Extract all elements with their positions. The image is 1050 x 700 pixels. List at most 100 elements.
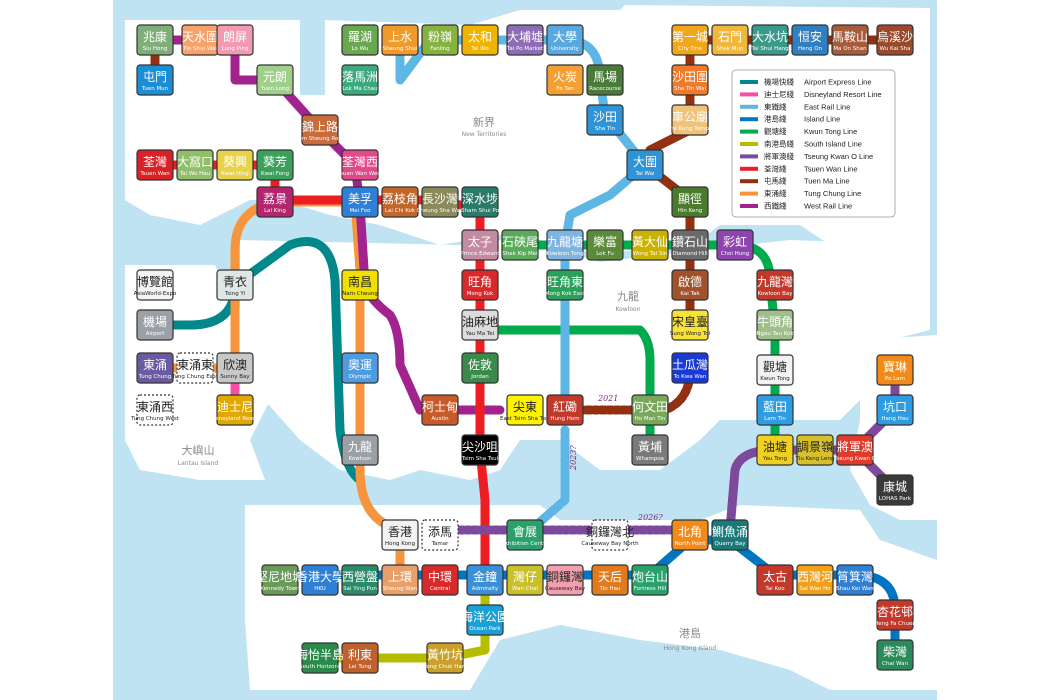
station-tsim-sha-tsui[interactable]: 尖沙咀 Tsim Sha Tsui — [461, 434, 499, 466]
station-kowloon-tong[interactable]: 九龍塘 Kowloon Tong — [546, 229, 584, 261]
station-kai-tak[interactable]: 啟德 Kai Tak — [671, 269, 709, 301]
station-tsuen-wan[interactable]: 荃灣 Tsuen Wan — [136, 149, 174, 181]
station-prince-edward[interactable]: 太子 Prince Edward — [460, 229, 500, 261]
station-central[interactable]: 中環 Central — [421, 564, 459, 596]
station-quarry-bay[interactable]: 鰂魚涌 Quarry Bay — [711, 519, 749, 551]
station-fortress-hill[interactable]: 炮台山 Fortress Hill — [631, 564, 669, 596]
station-south-horizons[interactable]: 海怡半島 South Horizons — [296, 642, 344, 674]
station-tamar[interactable]: 添馬 Tamar — [421, 519, 459, 551]
station-wong-tai-sin[interactable]: 黃大仙 Wong Tai Sin — [631, 229, 669, 261]
station-asiaworld-expo[interactable]: 博覽館 AsiaWorld-Expo — [134, 269, 177, 301]
station-lai-chi-kok[interactable]: 荔枝角 Lai Chi Kok — [381, 186, 419, 218]
station-tuen-mun[interactable]: 屯門 Tuen Mun — [136, 64, 174, 96]
station-chai-wan[interactable]: 柴灣 Chai Wan — [876, 639, 914, 671]
station-tai-wo[interactable]: 太和 Tai Wo — [461, 24, 499, 56]
station-sunny-bay[interactable]: 欣澳 Sunny Bay — [216, 352, 254, 384]
station-kowloon[interactable]: 九龍 Kowloon — [341, 434, 379, 466]
station-tin-shui-wai[interactable]: 天水圍 Tin Shui Wai — [181, 24, 219, 56]
station-university[interactable]: 大學 University — [546, 24, 584, 56]
station-tai-shui-hang[interactable]: 大水坑 Tai Shui Hang — [750, 24, 789, 56]
station-causeway-bay-north[interactable]: 銅鑼灣北 Causeway Bay North — [581, 519, 639, 551]
station-exhibition-centre[interactable]: 會展 Exhibition Centre — [501, 519, 549, 551]
station-diamond-hill[interactable]: 鑽石山 Diamond Hill — [671, 229, 709, 261]
station-to-kwa-wan[interactable]: 土瓜灣 To Kwa Wan — [671, 352, 709, 384]
station-tai-po-market[interactable]: 大埔墟 Tai Po Market — [506, 24, 544, 56]
station-jordan[interactable]: 佐敦 Jordan — [461, 352, 499, 384]
station-tai-wo-hau[interactable]: 大窩口 Tai Wo Hau — [176, 149, 214, 181]
station-cheung-sha-wan[interactable]: 長沙灣 Cheung Sha Wan — [417, 186, 464, 218]
station-sheung-shui[interactable]: 上水 Sheung Shui — [381, 24, 419, 56]
station-lohas-park[interactable]: 康城 LOHAS Park — [876, 474, 914, 506]
station-fanling[interactable]: 粉嶺 Fanling — [421, 24, 459, 56]
station-sheung-wan[interactable]: 上環 Sheung Wan — [381, 564, 419, 596]
station-tin-hau[interactable]: 天后 Tin Hau — [591, 564, 629, 596]
station-hku[interactable]: 香港大學 HKU — [296, 564, 344, 596]
station-mei-foo[interactable]: 美孚 Mei Foo — [341, 186, 379, 218]
station-yuen-long[interactable]: 元朗 Yuen Long — [256, 64, 294, 96]
station-tiu-keng-leng[interactable]: 調景嶺 Tiu Keng Leng — [795, 434, 835, 466]
station-hong-kong[interactable]: 香港 Hong Kong — [381, 519, 419, 551]
station-yau-ma-tei[interactable]: 油麻地 Yau Ma Tei — [461, 309, 499, 341]
station-hung-hom[interactable]: 紅磡 Hung Hom — [546, 394, 584, 426]
station-causeway-bay[interactable]: 銅鑼灣 Causeway Bay — [545, 564, 586, 596]
station-tsuen-wan-west[interactable]: 荃灣西 Tsuen Wan West — [337, 149, 383, 181]
station-kwun-tong[interactable]: 觀塘 Kwun Tong — [756, 354, 794, 386]
station-po-lam[interactable]: 寶琳 Po Lam — [876, 354, 914, 386]
station-lei-tung[interactable]: 利東 Lei Tung — [341, 642, 379, 674]
station-shek-kip-mei[interactable]: 石硤尾 Shek Kip Mei — [501, 229, 539, 261]
station-sha-tin-wai[interactable]: 沙田圍 Sha Tin Wai — [671, 64, 709, 96]
station-ocean-park[interactable]: 海洋公園 Ocean Park — [461, 604, 509, 636]
station-lam-tin[interactable]: 藍田 Lam Tin — [756, 394, 794, 426]
station-tai-wai[interactable]: 大圍 Tai Wai — [626, 149, 664, 181]
station-city-one[interactable]: 第一城 City One — [671, 24, 709, 56]
station-mong-kok[interactable]: 旺角 Mong Kok — [461, 269, 499, 301]
station-kwai-hing[interactable]: 葵興 Kwai Hing — [216, 149, 254, 181]
station-tsing-yi[interactable]: 青衣 Tsing Yi — [216, 269, 254, 301]
station-sham-shui-po[interactable]: 深水埗 Sham Shui Po — [461, 186, 499, 218]
station-disneyland-resort[interactable]: 迪士尼 Disneyland Resort — [210, 394, 261, 426]
station-austin[interactable]: 柯士甸 Austin — [421, 394, 459, 426]
station-shau-kei-wan[interactable]: 筲箕灣 Shau Kei Wan — [836, 564, 874, 596]
station-admiralty[interactable]: 金鐘 Admiralty — [466, 564, 504, 596]
station-tai-koo[interactable]: 太古 Tai Koo — [756, 564, 794, 596]
station-racecourse[interactable]: 馬場 Racecourse — [586, 64, 624, 96]
station-east-tsim-sha-tsui[interactable]: 尖東 East Tsim Sha Tsui — [500, 394, 550, 426]
station-lo-wu[interactable]: 羅湖 Lo Wu — [341, 24, 379, 56]
station-ma-on-shan[interactable]: 馬鞍山 Ma On Shan — [831, 24, 869, 56]
station-che-kung-temple[interactable]: 車公廟 Che Kung Temple — [666, 104, 714, 136]
station-lai-king[interactable]: 荔景 Lai King — [256, 186, 294, 218]
station-ngau-tau-kok[interactable]: 牛頭角 Ngau Tau Kok — [756, 309, 794, 341]
station-sung-wong-toi[interactable]: 宋皇臺 Sung Wong Toi — [670, 309, 711, 341]
station-olympic[interactable]: 奧運 Olympic — [341, 352, 379, 384]
station-choi-hung[interactable]: 彩虹 Choi Hung — [716, 229, 754, 261]
station-yau-tong[interactable]: 油塘 Yau Tong — [756, 434, 794, 466]
station-hin-keng[interactable]: 顯徑 Hin Keng — [671, 186, 709, 218]
station-mong-kok-east[interactable]: 旺角東 Mong Kok East — [545, 269, 586, 301]
station-tung-chung-east[interactable]: 東涌東 Tung Chung East — [171, 352, 219, 384]
station-lok-fu[interactable]: 樂富 Lok Fu — [586, 229, 624, 261]
station-fo-tan[interactable]: 火炭 Fo Tan — [546, 64, 584, 96]
station-whampoa[interactable]: 黃埔 Whampoa — [631, 434, 669, 466]
station-kwai-fong[interactable]: 葵芳 Kwai Fong — [256, 149, 294, 181]
station-hang-hau[interactable]: 坑口 Hang Hau — [876, 394, 914, 426]
station-wong-chuk-hang[interactable]: 黃竹坑 Wong Chuk Hang — [421, 642, 469, 674]
station-sai-wan-ho[interactable]: 西灣河 Sai Wan Ho — [796, 564, 834, 596]
station-nam-cheung[interactable]: 南昌 Nam Cheung — [341, 269, 379, 301]
station-lok-ma-chau[interactable]: 落馬洲 Lok Ma Chau — [341, 64, 379, 96]
station-sha-tin[interactable]: 沙田 Sha Tin — [586, 104, 624, 136]
station-ho-man-tin[interactable]: 何文田 Ho Man Tin — [631, 394, 669, 426]
station-tung-chung[interactable]: 東涌 Tung Chung — [136, 352, 174, 384]
station-tung-chung-west[interactable]: 東涌西 Tung Chung West — [130, 394, 180, 426]
station-north-point[interactable]: 北角 North Point — [671, 519, 709, 551]
station-tseung-kwan-o[interactable]: 將軍澳 Tseung Kwan O — [833, 434, 877, 466]
station-siu-hong[interactable]: 兆康 Siu Hong — [136, 24, 174, 56]
station-kowloon-bay[interactable]: 九龍灣 Kowloon Bay — [756, 269, 794, 301]
station-sai-ying-pun[interactable]: 西營盤 Sai Ying Pun — [341, 564, 379, 596]
station-long-ping[interactable]: 朗屏 Long Ping — [216, 24, 254, 56]
station-wan-chai[interactable]: 灣仔 Wan Chai — [506, 564, 544, 596]
station-heng-on[interactable]: 恒安 Heng On — [791, 24, 829, 56]
station-wu-kai-sha[interactable]: 烏溪沙 Wu Kai Sha — [876, 24, 914, 56]
station-airport[interactable]: 機場 Airport — [136, 309, 174, 341]
station-kennedy-town[interactable]: 堅尼地城 Kennedy Town — [256, 564, 304, 596]
station-kam-sheung-road[interactable]: 錦上路 Kam Sheung Road — [295, 114, 345, 146]
